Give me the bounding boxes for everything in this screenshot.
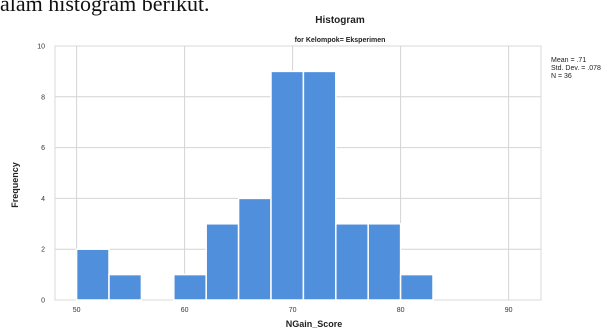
y-tick-label: 0 bbox=[41, 298, 45, 305]
y-axis-ticks: 0 2 4 6 8 10 bbox=[37, 44, 45, 305]
chart-subtitle: for Kelompok= Eksperimen bbox=[295, 37, 386, 44]
histogram-bar bbox=[335, 223, 369, 301]
y-tick-label: 4 bbox=[41, 196, 45, 203]
y-tick-label: 10 bbox=[37, 44, 45, 51]
histogram-bar bbox=[173, 273, 207, 301]
histogram-bar bbox=[302, 70, 337, 301]
x-axis-label: NGain_Score bbox=[286, 319, 343, 329]
y-axis-label: Frequency bbox=[10, 162, 20, 208]
histogram-bar bbox=[270, 70, 305, 301]
x-tick-label: 90 bbox=[505, 307, 513, 314]
y-tick-label: 8 bbox=[41, 94, 45, 101]
y-tick-label: 2 bbox=[41, 247, 45, 254]
x-axis-ticks: 50 60 70 80 90 bbox=[73, 307, 513, 314]
histogram-bar bbox=[237, 197, 272, 301]
y-tick-label: 6 bbox=[41, 145, 45, 152]
bars bbox=[75, 70, 434, 301]
caption-text: alam histogram berikut. bbox=[0, 0, 210, 16]
stats-line: Mean = .71 bbox=[551, 57, 586, 64]
stats-line: N = 36 bbox=[551, 73, 572, 80]
histogram-bar bbox=[108, 273, 143, 301]
histogram-bar bbox=[399, 273, 434, 301]
histogram-bar bbox=[367, 223, 402, 301]
x-tick-label: 70 bbox=[289, 307, 297, 314]
histogram-bar bbox=[75, 248, 110, 301]
x-tick-label: 50 bbox=[73, 307, 81, 314]
chart-title: Histogram bbox=[315, 15, 365, 26]
x-tick-label: 80 bbox=[397, 307, 405, 314]
histogram-bar bbox=[205, 223, 240, 301]
stats-line: Std. Dev. = .078 bbox=[551, 65, 601, 72]
x-tick-label: 60 bbox=[181, 307, 189, 314]
